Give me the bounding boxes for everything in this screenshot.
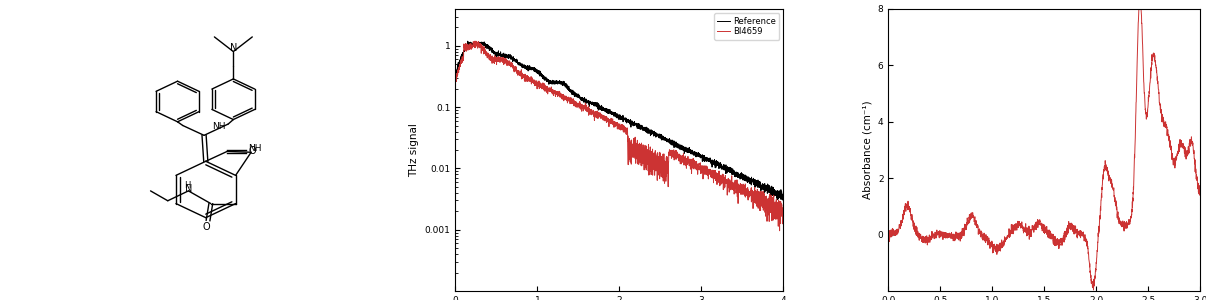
BI4659	[505, 65, 520, 68]
Reference	[777, 190, 791, 194]
Y-axis label: THz signal: THz signal	[409, 123, 420, 177]
Reference	[775, 198, 790, 202]
Y-axis label: Absorbance (cm⁻¹): Absorbance (cm⁻¹)	[862, 101, 872, 199]
BI4659	[468, 39, 482, 43]
BI4659	[486, 58, 500, 62]
Line: BI4659: BI4659	[456, 41, 784, 231]
Reference	[461, 39, 475, 43]
Reference	[734, 174, 749, 178]
Reference	[505, 60, 520, 64]
Text: NH: NH	[212, 122, 226, 131]
Text: H: H	[185, 181, 191, 190]
BI4659	[449, 78, 463, 82]
Text: NH: NH	[248, 144, 262, 153]
Text: N: N	[229, 43, 238, 53]
BI4659	[589, 114, 603, 118]
Reference	[589, 103, 603, 107]
Reference	[449, 74, 463, 78]
Reference	[574, 96, 589, 100]
Text: O: O	[203, 222, 210, 232]
Line: Reference: Reference	[456, 41, 784, 200]
Text: N: N	[186, 184, 193, 194]
Reference	[486, 49, 500, 52]
BI4659	[777, 209, 791, 212]
Text: O: O	[248, 146, 256, 156]
BI4659	[734, 190, 749, 194]
BI4659	[574, 106, 589, 110]
Reference	[769, 194, 784, 198]
BI4659	[772, 229, 786, 232]
BI4659	[769, 209, 784, 213]
Legend: Reference, BI4659: Reference, BI4659	[714, 13, 779, 40]
